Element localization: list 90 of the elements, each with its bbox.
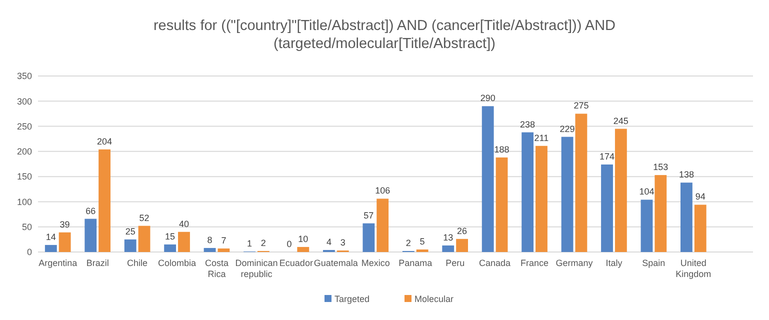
data-label: 4 bbox=[326, 236, 332, 247]
y-tick-label: 200 bbox=[16, 146, 32, 157]
data-label: 15 bbox=[165, 231, 176, 242]
y-tick-label: 0 bbox=[26, 247, 32, 258]
bar bbox=[204, 248, 216, 252]
bar bbox=[362, 223, 375, 252]
bar bbox=[694, 204, 706, 252]
bar bbox=[522, 132, 534, 252]
legend-label: Targeted bbox=[334, 294, 370, 304]
x-tick-label: Peru bbox=[446, 258, 465, 268]
legend-label: Molecular bbox=[414, 294, 454, 304]
bar bbox=[164, 244, 176, 252]
x-tick-label: Chile bbox=[127, 258, 148, 268]
x-tick-label: Mexico bbox=[361, 258, 390, 268]
data-label: 52 bbox=[139, 212, 150, 223]
data-label: 245 bbox=[613, 116, 628, 126]
data-label: 25 bbox=[125, 226, 136, 236]
bar bbox=[44, 244, 57, 252]
chart-title: results for (("[country]"[Title/Abstract]) AND (cancer[Title/Abstract])) AND (targeted/molecular[Title/Abstract]) bbox=[153, 18, 616, 52]
bar bbox=[58, 232, 71, 252]
data-label: 10 bbox=[298, 234, 308, 244]
data-label: 66 bbox=[86, 206, 96, 216]
data-label: 39 bbox=[60, 219, 70, 230]
y-tick-label: 300 bbox=[16, 96, 32, 106]
data-label: 57 bbox=[364, 210, 374, 220]
x-tick-label: Canada bbox=[479, 258, 511, 268]
x-tick-label: Spain bbox=[642, 258, 666, 268]
data-label: 188 bbox=[494, 144, 510, 154]
bar bbox=[376, 198, 389, 252]
x-tick-label: Argentina bbox=[38, 258, 78, 268]
data-label: 0 bbox=[286, 239, 292, 249]
x-tick-label: Ecuador bbox=[279, 258, 313, 268]
y-tick-label: 150 bbox=[16, 172, 32, 182]
bar bbox=[442, 245, 454, 252]
bar bbox=[218, 248, 230, 252]
data-label: 1 bbox=[247, 238, 252, 248]
data-label: 2 bbox=[260, 238, 266, 248]
x-tick-label: Italy bbox=[606, 258, 623, 268]
x-tick-label: Dominican republic bbox=[235, 258, 278, 279]
x-tick-label: Brazil bbox=[86, 258, 109, 268]
y-tick-label: 350 bbox=[16, 71, 32, 82]
bar bbox=[536, 146, 548, 252]
data-label: 211 bbox=[534, 132, 549, 143]
data-label: 14 bbox=[46, 232, 56, 242]
bar bbox=[456, 238, 468, 252]
x-tick-label: Guatemala bbox=[314, 258, 358, 268]
bar bbox=[496, 157, 508, 252]
data-label: 2 bbox=[406, 238, 411, 248]
data-label: 104 bbox=[639, 186, 654, 197]
bar bbox=[297, 246, 310, 252]
y-tick-label: 50 bbox=[22, 222, 32, 232]
x-tick-label: Germany bbox=[556, 258, 594, 268]
x-tick-label: Panama bbox=[398, 258, 432, 268]
y-tick-label: 100 bbox=[16, 196, 32, 207]
data-label: 290 bbox=[480, 93, 496, 104]
x-tick-label: Costa Rica bbox=[204, 258, 229, 279]
bar bbox=[561, 136, 574, 252]
x-tick-label: United Kingdom bbox=[676, 258, 712, 279]
data-label: 8 bbox=[207, 234, 212, 245]
bar bbox=[98, 149, 110, 252]
data-label: 106 bbox=[375, 186, 390, 196]
x-tick-label: Colombia bbox=[158, 258, 196, 268]
data-label: 26 bbox=[457, 226, 468, 236]
data-label: 94 bbox=[695, 192, 706, 202]
bar bbox=[124, 239, 136, 252]
data-label: 138 bbox=[678, 170, 694, 180]
data-label: 229 bbox=[560, 124, 575, 134]
data-label: 40 bbox=[178, 218, 189, 229]
bar bbox=[654, 175, 667, 252]
x-tick-label: France bbox=[520, 258, 549, 268]
data-label: 13 bbox=[443, 232, 454, 242]
bar bbox=[178, 232, 190, 252]
bar bbox=[640, 200, 653, 252]
data-label: 238 bbox=[520, 119, 536, 130]
bar bbox=[680, 182, 692, 252]
data-label: 5 bbox=[420, 236, 425, 246]
bar bbox=[138, 226, 150, 252]
data-label: 153 bbox=[653, 162, 668, 172]
bar bbox=[84, 218, 97, 252]
data-label: 204 bbox=[97, 136, 112, 146]
y-tick-label: 250 bbox=[16, 121, 32, 132]
data-label: 174 bbox=[600, 152, 615, 162]
bar bbox=[416, 249, 428, 252]
bar bbox=[601, 164, 613, 252]
bar bbox=[575, 114, 588, 252]
data-label: 275 bbox=[574, 100, 589, 111]
bar bbox=[614, 128, 627, 252]
bar bbox=[482, 106, 494, 252]
data-label: 7 bbox=[221, 235, 226, 246]
data-label: 3 bbox=[340, 237, 346, 248]
